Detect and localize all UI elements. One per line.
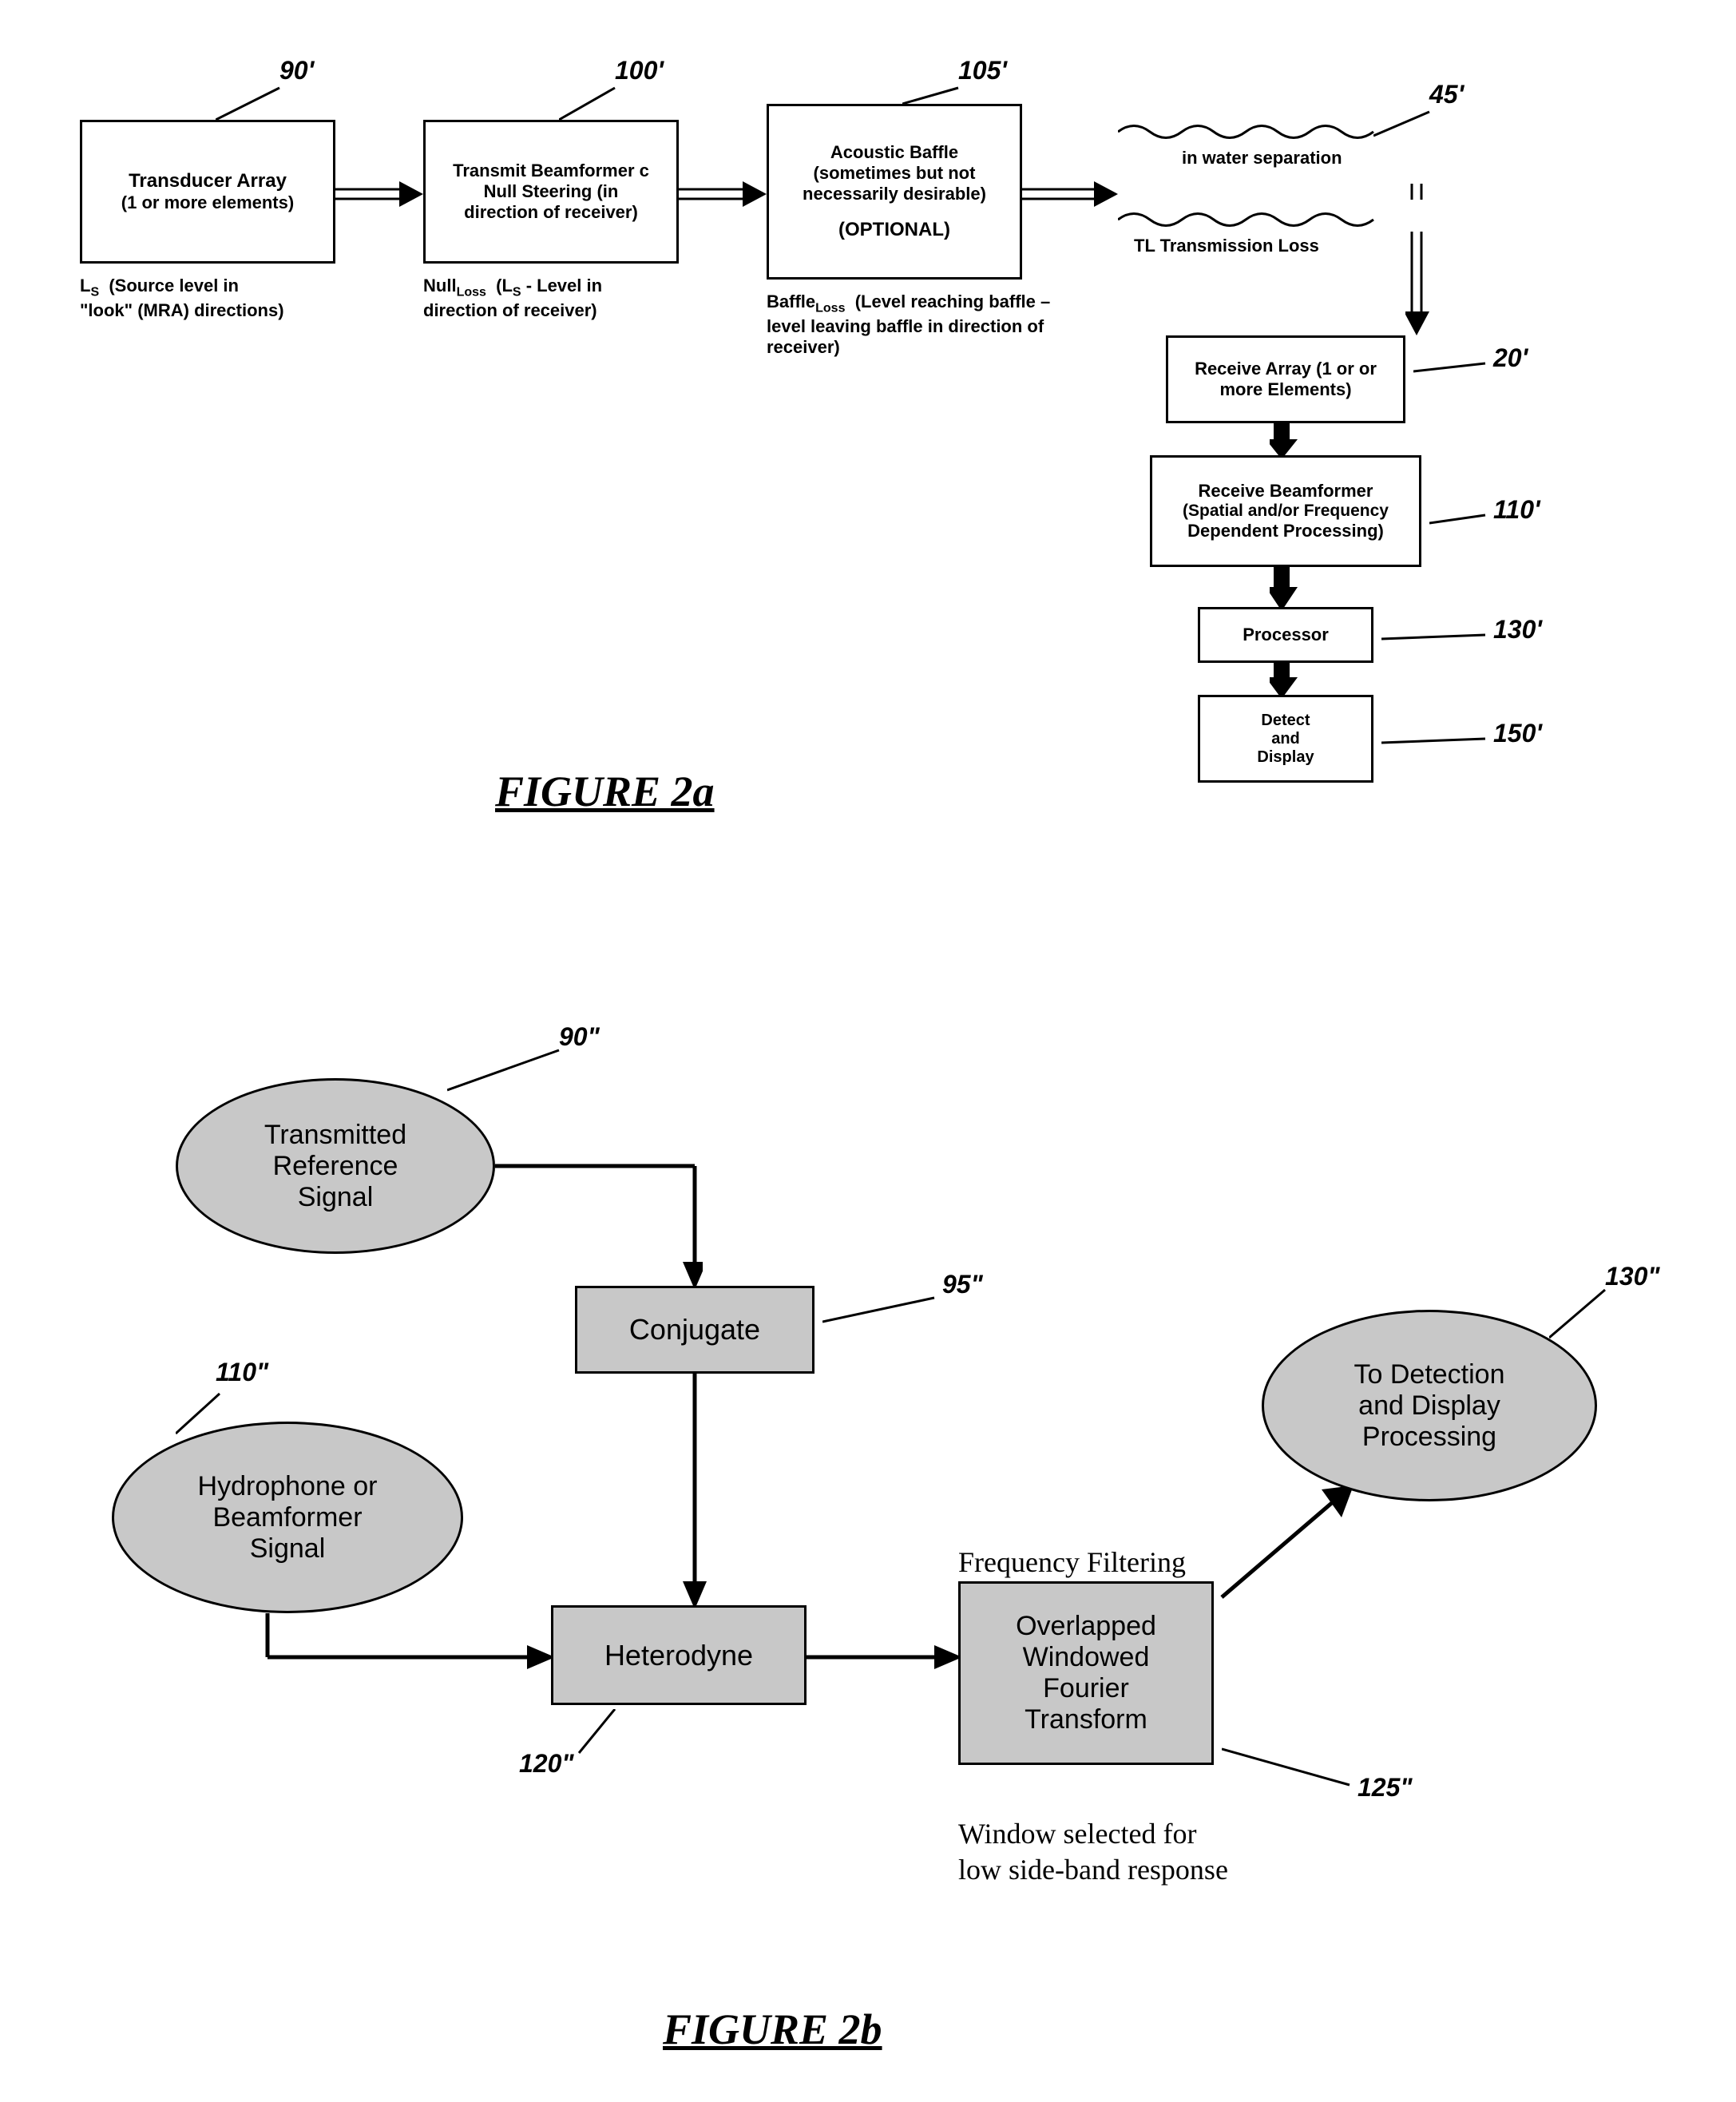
fourier-line2: Windowed <box>1023 1642 1150 1673</box>
fourier-ref: 125" <box>1357 1773 1413 1803</box>
txbf-line3: direction of receiver) <box>464 202 638 223</box>
arrow-het-fourier <box>807 1645 962 1669</box>
detect-display-box: Detect and Display <box>1198 695 1373 783</box>
het-text: Heterodyne <box>604 1639 753 1672</box>
txref-line1: Transmitted <box>264 1120 406 1151</box>
hydro-ref: 110" <box>216 1358 268 1387</box>
detect-leader <box>1381 735 1493 751</box>
tx-ref-signal-ellipse: Transmitted Reference Signal <box>176 1078 495 1254</box>
fourier-line1: Overlapped <box>1016 1611 1156 1642</box>
rxbf-ref: 110' <box>1493 495 1540 525</box>
baffle-line4: (OPTIONAL) <box>838 219 950 241</box>
arrow-fourier-detect <box>1214 1477 1357 1605</box>
txbf-caption: NullLoss (LS - Level indirection of rece… <box>423 276 679 321</box>
arrow-2 <box>679 180 767 212</box>
arrow-conj-het <box>683 1374 707 1609</box>
rx-array-box: Receive Array (1 or or more Elements) <box>1166 335 1405 423</box>
detect2b-leader <box>1549 1286 1613 1342</box>
transducer-array-box: Transducer Array (1 or more elements) <box>80 120 335 264</box>
rxarray-ref: 20' <box>1493 343 1528 373</box>
baffle-line3: necessarily desirable) <box>803 184 986 204</box>
tx-beamformer-box: Transmit Beamformer c Null Steering (in … <box>423 120 679 264</box>
txref-leader <box>447 1046 567 1094</box>
arrow-4 <box>1405 184 1437 335</box>
transducer-line1: Transducer Array <box>129 170 287 192</box>
arrow-3 <box>1022 180 1118 212</box>
figure-2b-title: FIGURE 2b <box>663 2005 882 2054</box>
hydro-line3: Signal <box>250 1533 326 1565</box>
rx-beamformer-box: Receive Beamformer (Spatial and/or Frequ… <box>1150 455 1421 567</box>
hydro-leader <box>176 1390 232 1438</box>
transducer-ref: 90' <box>279 56 314 85</box>
water-text-top: in water separation <box>1182 148 1342 169</box>
line-txref-conjugate <box>495 1162 703 1290</box>
fourier-footer2: low side-band response <box>958 1853 1228 1886</box>
txbf-leader <box>559 84 623 124</box>
detect2b-line1: To Detection <box>1354 1359 1505 1390</box>
rxbf-line2: (Spatial and/or Frequency <box>1183 502 1389 521</box>
het-leader <box>575 1709 623 1757</box>
txref-line2: Reference <box>273 1151 398 1182</box>
arrow-7 <box>1270 663 1302 699</box>
baffle-box: Acoustic Baffle (sometimes but not neces… <box>767 104 1022 280</box>
water-wave-top <box>1118 120 1397 144</box>
txbf-line1: Transmit Beamformer c <box>453 161 649 181</box>
detect2b-line2: and Display <box>1358 1390 1500 1422</box>
line-hydro-het <box>264 1613 555 1677</box>
baffle-leader <box>902 84 966 108</box>
txbf-ref: 100' <box>615 56 664 85</box>
detect-line3: Display <box>1257 748 1314 767</box>
transducer-leader <box>216 84 287 124</box>
rxbf-line3: Dependent Processing) <box>1187 521 1384 541</box>
water-leader <box>1373 108 1437 140</box>
baffle-ref: 105' <box>958 56 1007 85</box>
transducer-line2: (1 or more elements) <box>121 192 294 213</box>
rxarray-line1: Receive Array (1 or or <box>1195 359 1377 379</box>
arrow-5 <box>1270 423 1302 459</box>
txref-line3: Signal <box>298 1182 374 1213</box>
fourier-leader <box>1222 1745 1357 1793</box>
baffle-line1: Acoustic Baffle <box>830 142 958 163</box>
baffle-caption: BaffleLoss (Level reaching baffle –level… <box>767 292 1054 358</box>
water-wave-bottom <box>1118 208 1397 232</box>
water-text-bottom: TL Transmission Loss <box>1134 236 1319 256</box>
fourier-box: Overlapped Windowed Fourier Transform <box>958 1581 1214 1765</box>
hydro-line2: Beamformer <box>212 1502 362 1533</box>
detect-line1: Detect <box>1261 712 1310 730</box>
fourier-line3: Fourier <box>1043 1673 1129 1704</box>
hydro-line1: Hydrophone or <box>198 1471 378 1502</box>
detect2b-ref: 130" <box>1605 1262 1660 1291</box>
rxbf-line1: Receive Beamformer <box>1199 481 1373 502</box>
water-ref: 45' <box>1429 80 1464 109</box>
conjugate-ref: 95" <box>942 1270 983 1299</box>
processor-ref: 130' <box>1493 615 1542 644</box>
rxbf-leader <box>1429 511 1493 527</box>
baffle-line2: (sometimes but not <box>814 163 976 184</box>
figure-2a-title: FIGURE 2a <box>495 767 715 816</box>
processor-leader <box>1381 631 1493 647</box>
transducer-caption: LS (Source level in"look" (MRA) directio… <box>80 276 335 321</box>
rxarray-leader <box>1413 359 1493 375</box>
het-ref: 120" <box>519 1749 574 1779</box>
detect2b-line3: Processing <box>1362 1422 1496 1453</box>
hydrophone-ellipse: Hydrophone or Beamformer Signal <box>112 1422 463 1613</box>
freq-filtering-header: Frequency Filtering <box>958 1545 1186 1579</box>
detect-ref: 150' <box>1493 719 1542 748</box>
detect-line2: and <box>1271 730 1300 748</box>
txbf-line2: Null Steering (in <box>484 181 619 202</box>
heterodyne-box: Heterodyne <box>551 1605 807 1705</box>
rxarray-line2: more Elements) <box>1219 379 1351 400</box>
detection-ellipse: To Detection and Display Processing <box>1262 1310 1597 1501</box>
processor-line1: Processor <box>1243 625 1329 645</box>
fourier-line4: Transform <box>1025 1704 1147 1735</box>
fourier-footer1: Window selected for <box>958 1817 1196 1850</box>
arrow-1 <box>335 180 423 212</box>
conjugate-text: Conjugate <box>629 1313 760 1346</box>
processor-box: Processor <box>1198 607 1373 663</box>
arrow-6 <box>1270 567 1302 611</box>
conjugate-box: Conjugate <box>575 1286 814 1374</box>
conjugate-leader <box>822 1294 942 1326</box>
